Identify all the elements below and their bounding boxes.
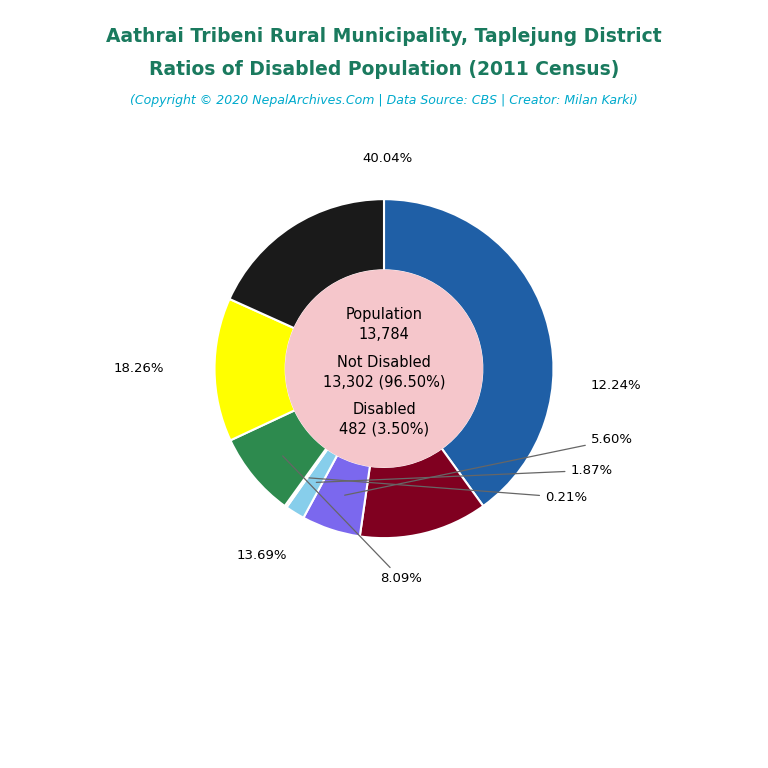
Text: 18.26%: 18.26%	[113, 362, 164, 375]
Circle shape	[286, 270, 482, 467]
Text: Ratios of Disabled Population (2011 Census): Ratios of Disabled Population (2011 Cens…	[149, 60, 619, 79]
Wedge shape	[384, 199, 554, 506]
Wedge shape	[359, 449, 483, 538]
Text: 1.87%: 1.87%	[316, 464, 613, 482]
Text: 8.09%: 8.09%	[283, 456, 422, 585]
Wedge shape	[285, 449, 327, 508]
Text: 12.24%: 12.24%	[591, 379, 641, 392]
Text: (Copyright © 2020 NepalArchives.Com | Data Source: CBS | Creator: Milan Karki): (Copyright © 2020 NepalArchives.Com | Da…	[130, 94, 638, 107]
Text: 40.04%: 40.04%	[362, 152, 412, 165]
Text: 5.60%: 5.60%	[345, 433, 633, 495]
Text: 13.69%: 13.69%	[237, 548, 287, 561]
Text: Not Disabled
13,302 (96.50%): Not Disabled 13,302 (96.50%)	[323, 355, 445, 389]
Wedge shape	[214, 299, 295, 440]
Text: Aathrai Tribeni Rural Municipality, Taplejung District: Aathrai Tribeni Rural Municipality, Tapl…	[106, 27, 662, 46]
Wedge shape	[230, 199, 384, 328]
Wedge shape	[286, 449, 337, 518]
Wedge shape	[230, 410, 326, 506]
Text: Disabled
482 (3.50%): Disabled 482 (3.50%)	[339, 402, 429, 437]
Text: Population
13,784: Population 13,784	[346, 307, 422, 342]
Text: 0.21%: 0.21%	[309, 478, 588, 504]
Wedge shape	[303, 455, 370, 536]
